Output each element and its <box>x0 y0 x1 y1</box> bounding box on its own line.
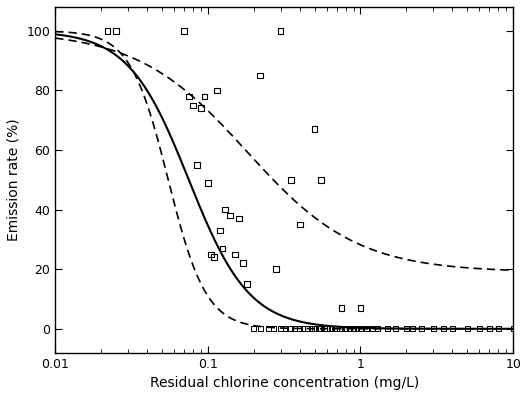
Point <box>353 326 361 332</box>
Point <box>180 28 188 34</box>
Point <box>310 326 319 332</box>
Point <box>196 105 205 112</box>
Point <box>383 326 392 332</box>
Point <box>308 326 316 332</box>
Point <box>239 260 247 266</box>
Point <box>287 326 295 332</box>
Point <box>204 179 212 186</box>
Point <box>402 326 411 332</box>
Point <box>189 102 197 108</box>
Point <box>256 72 265 79</box>
Point <box>200 93 209 100</box>
Point <box>323 326 331 332</box>
Point <box>216 227 224 233</box>
Point <box>356 305 365 311</box>
Point <box>417 326 426 332</box>
Point <box>210 254 219 260</box>
Point <box>317 177 325 183</box>
Point <box>409 326 417 332</box>
Point <box>429 326 438 332</box>
Point <box>235 215 243 222</box>
Point <box>509 326 517 332</box>
Point <box>231 251 239 258</box>
Point <box>337 305 346 311</box>
Point <box>356 326 365 332</box>
Point <box>250 326 258 332</box>
Point <box>207 251 215 258</box>
Point <box>310 126 319 132</box>
Point <box>350 326 358 332</box>
Point <box>335 326 344 332</box>
Point <box>337 326 346 332</box>
Point <box>277 326 285 332</box>
Point <box>304 326 312 332</box>
Point <box>485 326 494 332</box>
Point <box>345 326 354 332</box>
Point <box>281 326 289 332</box>
Y-axis label: Emission rate (%): Emission rate (%) <box>7 118 21 241</box>
Point <box>277 28 285 34</box>
Point <box>265 326 273 332</box>
Point <box>448 326 457 332</box>
Point <box>272 266 280 272</box>
Point <box>185 93 193 100</box>
Point <box>369 326 377 332</box>
Point <box>391 326 400 332</box>
Point <box>213 87 221 94</box>
Point <box>363 326 371 332</box>
Point <box>439 326 448 332</box>
Point <box>475 326 484 332</box>
Point <box>463 326 472 332</box>
Point <box>494 326 503 332</box>
X-axis label: Residual chlorine concentration (mg/L): Residual chlorine concentration (mg/L) <box>149 376 419 390</box>
Point <box>269 326 278 332</box>
Point <box>374 326 382 332</box>
Point <box>317 326 325 332</box>
Point <box>326 326 334 332</box>
Point <box>320 326 328 332</box>
Point <box>242 281 251 287</box>
Point <box>296 221 304 227</box>
Point <box>221 206 230 213</box>
Point <box>290 326 299 332</box>
Point <box>193 162 201 168</box>
Point <box>287 177 295 183</box>
Point <box>296 326 304 332</box>
Point <box>333 326 341 332</box>
Point <box>299 326 307 332</box>
Point <box>256 326 265 332</box>
Point <box>112 28 120 34</box>
Point <box>219 245 227 252</box>
Point <box>331 326 339 332</box>
Point <box>328 326 336 332</box>
Point <box>342 326 350 332</box>
Point <box>314 326 323 332</box>
Point <box>103 28 112 34</box>
Point <box>226 212 234 219</box>
